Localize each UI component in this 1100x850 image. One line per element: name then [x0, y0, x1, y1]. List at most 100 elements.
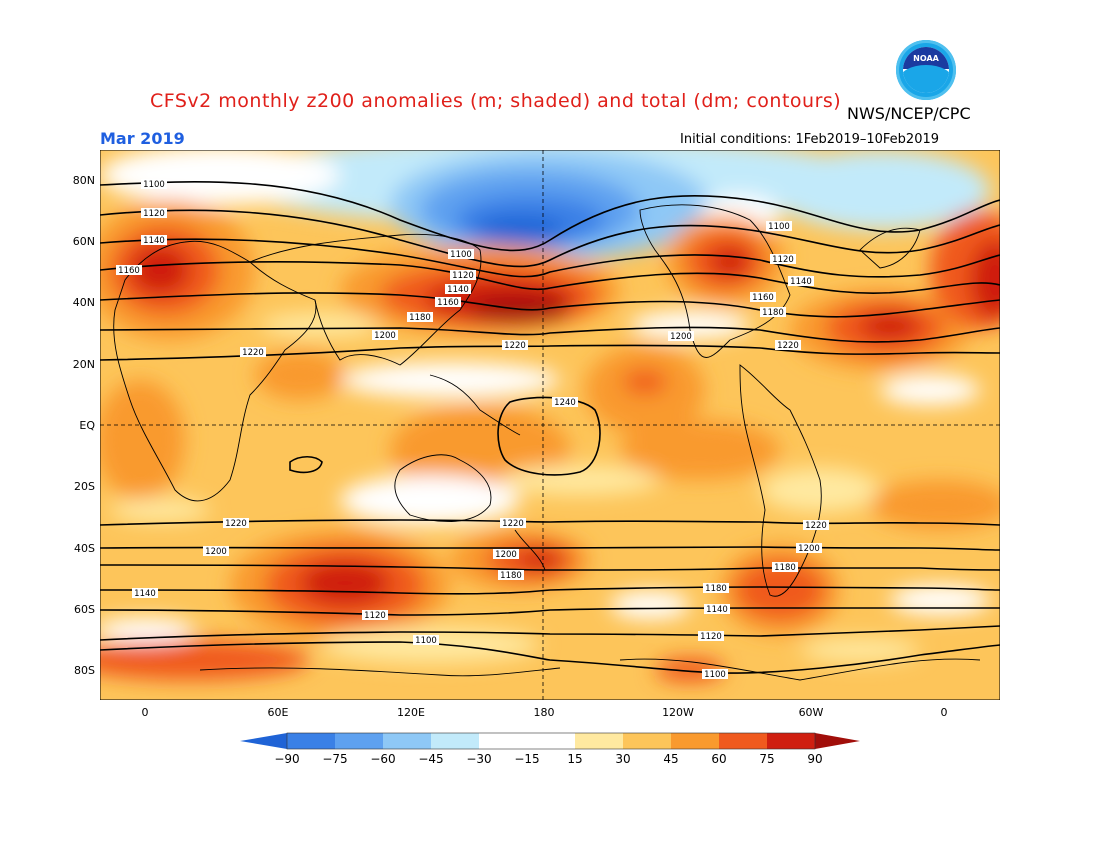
svg-text:1200: 1200 [495, 550, 517, 560]
contour-labels: 1100 1120 1140 1160 1100 1120 1140 1160 … [116, 179, 829, 680]
svg-text:1240: 1240 [554, 398, 576, 408]
svg-text:1140: 1140 [134, 589, 156, 599]
colorbar-swatch [671, 733, 719, 749]
contour-label: 1120 [770, 254, 796, 265]
colorbar-swatch [287, 733, 335, 749]
contour-label: 1140 [445, 284, 471, 295]
svg-text:1160: 1160 [752, 293, 774, 303]
contour-label: 1120 [450, 270, 476, 281]
svg-text:1200: 1200 [670, 332, 692, 342]
svg-text:1100: 1100 [450, 250, 472, 260]
svg-text:1200: 1200 [205, 547, 227, 557]
svg-text:1180: 1180 [774, 563, 796, 573]
colorbar-arrow-left [240, 733, 287, 749]
contour-label: 1220 [240, 347, 266, 358]
colorbar-swatch [623, 733, 671, 749]
contour-label: 1220 [500, 518, 526, 529]
contour-label: 1200 [372, 330, 398, 341]
svg-text:1180: 1180 [500, 571, 522, 581]
colorbar-swatch [431, 733, 479, 749]
lon-label: 0 [941, 706, 948, 719]
colorbar-tick: −30 [466, 752, 491, 766]
contour-label: 1140 [788, 276, 814, 287]
lat-label: 40N [73, 296, 95, 309]
colorbar-tick: 90 [807, 752, 822, 766]
height-contours [100, 181, 1000, 674]
svg-text:1220: 1220 [242, 348, 264, 358]
contour-label: 1220 [502, 340, 528, 351]
month-label: Mar 2019 [100, 129, 185, 148]
svg-text:1120: 1120 [452, 271, 474, 281]
lon-label: 60W [799, 706, 824, 719]
svg-text:1140: 1140 [143, 236, 165, 246]
contour-label: 1100 [141, 179, 167, 190]
colorbar-tick: −90 [274, 752, 299, 766]
svg-text:1200: 1200 [374, 331, 396, 341]
anomaly-map: 1100 1120 1140 1160 1100 1120 1140 1160 … [100, 150, 1000, 700]
svg-text:1180: 1180 [762, 308, 784, 318]
lon-axis: 0 60E 120E 180 120W 60W 0 [142, 706, 948, 719]
svg-text:1220: 1220 [805, 521, 827, 531]
colorbar-tick: 15 [567, 752, 582, 766]
contour-label: 1180 [407, 312, 433, 323]
lon-label: 0 [142, 706, 149, 719]
colorbar-ticks: −90 −75 −60 −45 −30 −15 15 30 45 60 75 9… [274, 752, 822, 766]
contour-label: 1160 [116, 265, 142, 276]
colorbar-tick: −15 [514, 752, 539, 766]
contour-label: 1180 [760, 307, 786, 318]
contour-label: 1100 [448, 249, 474, 260]
svg-text:1140: 1140 [447, 285, 469, 295]
colorbar: −90 −75 −60 −45 −30 −15 15 30 45 60 75 9… [240, 732, 860, 766]
contour-label: 1120 [141, 208, 167, 219]
colorbar-swatch [575, 733, 623, 749]
lon-label: 120W [662, 706, 694, 719]
svg-text:1220: 1220 [225, 519, 247, 529]
lon-label: 180 [534, 706, 555, 719]
contour-label: 1160 [435, 297, 461, 308]
svg-text:1120: 1120 [143, 209, 165, 219]
svg-text:1120: 1120 [364, 611, 386, 621]
org-label: NWS/NCEP/CPC [847, 104, 971, 123]
lat-label: 60S [74, 603, 95, 616]
contour-label: 1200 [668, 331, 694, 342]
svg-text:1160: 1160 [118, 266, 140, 276]
colorbar-swatch [719, 733, 767, 749]
coastlines [113, 204, 981, 681]
colorbar-swatch [479, 733, 527, 749]
svg-text:1220: 1220 [777, 341, 799, 351]
logo-text: NOAA [913, 54, 939, 63]
contour-label: 1220 [803, 520, 829, 531]
contour-label: 1120 [698, 631, 724, 642]
svg-text:1140: 1140 [706, 605, 728, 615]
contour-label: 1100 [766, 221, 792, 232]
colorbar-swatch [335, 733, 383, 749]
svg-text:1180: 1180 [409, 313, 431, 323]
lat-axis: 80N 60N 40N 20N EQ 20S 40S 60S 80S [73, 174, 96, 677]
contour-label: 1160 [750, 292, 776, 303]
colorbar-swatch [527, 733, 575, 749]
svg-text:1220: 1220 [502, 519, 524, 529]
colorbar-tick: −45 [418, 752, 443, 766]
contour-label: 1180 [498, 570, 524, 581]
svg-text:1200: 1200 [798, 544, 820, 554]
svg-text:1100: 1100 [704, 670, 726, 680]
svg-text:1160: 1160 [437, 298, 459, 308]
colorbar-swatches [240, 732, 860, 750]
svg-text:1140: 1140 [790, 277, 812, 287]
contour-label: 1200 [203, 546, 229, 557]
lon-label: 60E [268, 706, 289, 719]
contour-label: 1140 [704, 604, 730, 615]
colorbar-tick: 60 [711, 752, 726, 766]
contour-label: 1220 [775, 340, 801, 351]
colorbar-tick: 30 [615, 752, 630, 766]
colorbar-arrow-right [815, 733, 860, 749]
contour-label: 1120 [362, 610, 388, 621]
colorbar-swatch [383, 733, 431, 749]
svg-text:1120: 1120 [772, 255, 794, 265]
contour-label: 1200 [796, 543, 822, 554]
lat-label: 20N [73, 358, 95, 371]
lat-label: 40S [74, 542, 95, 555]
svg-text:1220: 1220 [504, 341, 526, 351]
contour-label: 1100 [413, 635, 439, 646]
contour-label: 1180 [772, 562, 798, 573]
